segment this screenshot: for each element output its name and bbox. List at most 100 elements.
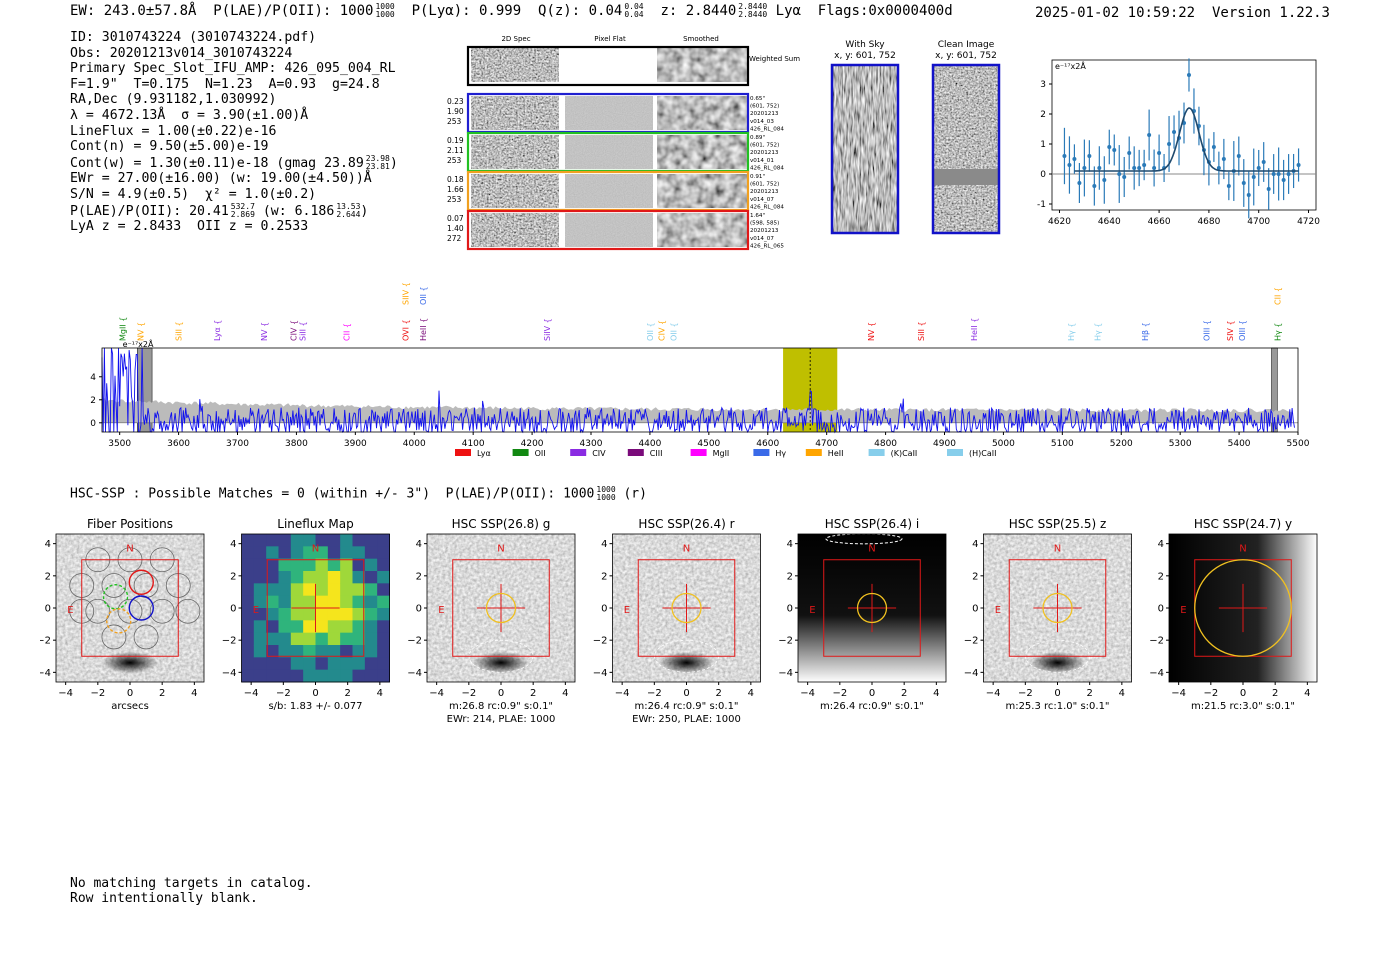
x-tick-label: −4: [615, 688, 630, 699]
x-tick-label: 3900: [344, 439, 367, 449]
row-pixelflat: [565, 174, 653, 208]
y-tick-label: 4: [1158, 539, 1164, 550]
compass-n: N: [1054, 544, 1061, 555]
legend-label: Hγ: [775, 449, 786, 458]
legend-swatch: [690, 449, 707, 456]
fiber-green: [102, 584, 129, 610]
lineflux-pixel: [266, 608, 279, 621]
info-plae-w-lo: 2.644: [336, 209, 361, 219]
lineflux-pixel: [315, 620, 329, 634]
plae-hi: 1000: [375, 2, 395, 11]
panel-caption: arcsecs: [111, 701, 149, 712]
lineflux-pixel: [266, 534, 279, 547]
lineflux-pixel: [278, 571, 292, 584]
lineflux-pixel: [253, 657, 267, 671]
y-tick-label: −2: [407, 636, 422, 647]
lineflux-pixel: [315, 558, 329, 572]
aperture-circle: [485, 592, 517, 624]
hsc-panel: HSC SSP(24.7) y N E −4 −4 −2 −2 0 0 2 2 4 4 m:21.5 rc…: [1149, 517, 1318, 712]
lineflux-pixel: [266, 571, 279, 584]
lineflux-pixel: [340, 546, 353, 560]
z-lo: 2.8440: [738, 10, 768, 19]
lineflux-pixel: [266, 669, 279, 683]
lineflux-pixel: [327, 620, 341, 634]
lineflux-pixel: [241, 571, 255, 584]
lineflux-pixel: [315, 608, 329, 621]
catalog-footer: No matching targets in catalog. Row inte…: [70, 876, 313, 906]
lineflux-pixel: [327, 534, 341, 547]
data-point: [1142, 163, 1147, 167]
line-label: OIII {: [1238, 320, 1247, 341]
line-label: OVI {: [401, 319, 410, 341]
lineflux-pixel: [266, 645, 279, 658]
info-radec: RA,Dec (9.931182,1.030992): [70, 92, 277, 108]
lineflux-pixel: [241, 669, 255, 683]
data-point: [1062, 154, 1067, 158]
data-point: [1251, 175, 1256, 179]
x-tick-label: 0: [869, 688, 875, 699]
panel-title: Lineflux Map: [277, 517, 353, 531]
row-right-value: v014_07: [750, 236, 774, 242]
weighted-sum-text: Weighted Sum: [749, 55, 800, 63]
info-lyaz: LyA z = 2.8433 OII z = 0.2533: [70, 219, 309, 235]
x-tick-label: 0: [498, 688, 504, 699]
lineflux-pixel: [253, 620, 267, 634]
lineflux-pixel: [352, 583, 366, 597]
lineflux-pixel: [340, 583, 353, 597]
x-tick-label: −2: [90, 688, 105, 699]
z-hi: 2.8440: [738, 2, 768, 11]
row-left-value: 1.66: [447, 185, 464, 194]
with-sky-coords: x, y: 601, 752: [834, 51, 896, 61]
contw-range: 23.98 23.81: [366, 154, 390, 171]
legend-label: (H)CaII: [969, 449, 996, 458]
y-tick-label: 0: [90, 419, 96, 429]
sky-images: With Sky x, y: 601, 752 Clean Image x, y…: [830, 40, 1001, 235]
lineflux-pixel: [290, 583, 304, 597]
legend-swatch: [805, 449, 822, 456]
lineflux-pixel: [241, 583, 255, 597]
x-tick-label: 3800: [285, 439, 308, 449]
data-point: [1082, 166, 1087, 170]
data-point: [1276, 172, 1281, 176]
fiber-circle: [101, 573, 127, 598]
x-tick-label: 2: [344, 688, 350, 699]
compass-e: E: [253, 605, 259, 616]
x-tick-label: 4200: [521, 439, 544, 449]
lineflux-pixel: [241, 546, 255, 560]
data-point: [1107, 145, 1112, 149]
row-smoothed: [657, 135, 747, 169]
lineflux-pixel: [278, 583, 292, 597]
lineflux-pixel: [352, 645, 366, 658]
info-plae-w-range: 13.53 2.644: [336, 202, 361, 219]
y-tick-label: 0: [230, 604, 236, 615]
y-tick-label: 2: [90, 396, 96, 406]
legend-label: MgII: [713, 449, 730, 458]
hsc-panel: HSC SSP(26.4) r N E −4 −4 −2 −2 0 0 2 2 4 4 m:26.4 rc…: [593, 517, 761, 725]
y-tick-label: 2: [787, 571, 793, 582]
row-pixelflat: [565, 213, 653, 247]
row-separator: [559, 174, 564, 208]
lineflux-pixel: [303, 632, 316, 646]
lineflux-pixel: [253, 632, 267, 646]
x-tick-label: 0: [1240, 688, 1246, 699]
lineflux-pixel: [290, 595, 304, 609]
legend-label: OII: [535, 449, 546, 458]
lineflux-pixel: [241, 534, 255, 547]
y-tick-label: 1: [1040, 140, 1046, 150]
lineflux-pixel: [352, 608, 366, 621]
row-2dspec: [471, 96, 559, 130]
datetime: 2025-01-02 10:59:22: [1034, 5, 1196, 21]
lineflux-pixel: [241, 620, 255, 634]
legend-swatch: [627, 449, 644, 456]
line-label: SiII {: [917, 321, 926, 341]
lineflux-pixel: [266, 657, 279, 671]
line-label: Hγ {: [1273, 323, 1282, 341]
lineflux-pixel: [352, 546, 366, 560]
x-tick-label: 4400: [638, 439, 661, 449]
row-right-value: (601, 752): [750, 143, 779, 149]
info-sn: S/N = 4.9(±0.5) χ² = 1.0(±0.2): [70, 186, 317, 202]
data-point: [1271, 172, 1276, 176]
row-right-value: v014_07: [750, 197, 774, 203]
lineflux-pixel: [340, 608, 353, 621]
lineflux-pixel: [364, 620, 378, 634]
